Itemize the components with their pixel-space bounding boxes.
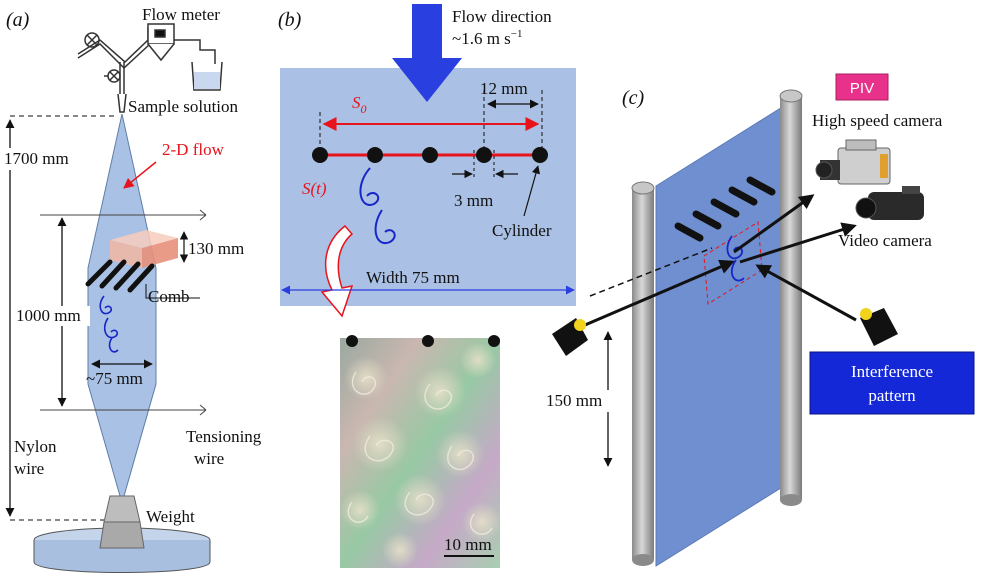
panel-c-label: (c) (622, 87, 645, 109)
st-label: S(t) (302, 179, 327, 198)
lamp-left-icon (552, 318, 588, 356)
tensioning-wire-label: wire (194, 449, 224, 468)
dim-150-label: 150 mm (546, 391, 602, 410)
flow-speed-label: ~1.6 m s−1 (452, 28, 523, 48)
high-speed-camera-label: High speed camera (812, 111, 943, 130)
width-label: Width 75 mm (366, 268, 460, 287)
panel-a: (a) Flow meter Sample solution 2-D flow (2, 5, 262, 573)
dim-3-label: 3 mm (454, 191, 493, 210)
dim-1000-label: 1000 mm (16, 306, 81, 325)
s0-label: S0 (352, 93, 367, 116)
pole-left (631, 181, 655, 566)
panel-b-label: (b) (278, 9, 302, 31)
soap-film (87, 113, 157, 497)
vortices-a (99, 295, 119, 353)
cylinder-row (312, 147, 548, 163)
flow-meter-label: Flow meter (142, 5, 220, 24)
comb-teeth (85, 259, 155, 293)
tensioning-label: Tensioning (186, 427, 262, 446)
pole-right (779, 89, 803, 506)
interference-photo: 10 mm (340, 335, 502, 568)
dim-12-label: 12 mm (480, 79, 528, 98)
film-panel (655, 95, 801, 567)
dim-130-label: 130 mm (188, 239, 244, 258)
flow-2d-label: 2-D flow (162, 140, 225, 159)
flow-meter-apparatus (77, 23, 223, 113)
sample-solution-label: Sample solution (128, 97, 239, 116)
piv-label: PIV (850, 80, 874, 97)
comb-c (674, 176, 776, 242)
vortices-b (359, 167, 396, 245)
weight-icon (103, 495, 141, 523)
video-camera-icon (855, 186, 924, 220)
dim-1700-label: 1700 mm (4, 149, 69, 168)
scale-label: 10 mm (444, 535, 492, 554)
weight-label: Weight (146, 507, 195, 526)
panel-a-label: (a) (6, 9, 30, 31)
cylinder-label: Cylinder (492, 221, 552, 240)
lamp-right-icon (860, 308, 898, 346)
flow-direction-label: Flow direction (452, 7, 552, 26)
measurement-region (703, 221, 763, 305)
interference-label-2: pattern (868, 386, 916, 405)
panel-c: (c) (540, 73, 975, 567)
interference-badge (809, 351, 975, 415)
panel-b: (b) Flow direction ~1.6 m s−1 S0 12 mm S… (278, 4, 576, 568)
comb-label: Comb (148, 287, 190, 306)
dim-75-label: ~75 mm (86, 369, 143, 388)
high-speed-camera-icon (815, 139, 891, 185)
nylon-wire-label: wire (14, 459, 44, 478)
nylon-label: Nylon (14, 437, 57, 456)
beaker-icon (191, 61, 223, 91)
video-camera-label: Video camera (838, 231, 932, 250)
piv-badge (835, 73, 889, 101)
flow-arrow-icon (392, 4, 462, 102)
interference-label-1: Interference (851, 362, 933, 381)
